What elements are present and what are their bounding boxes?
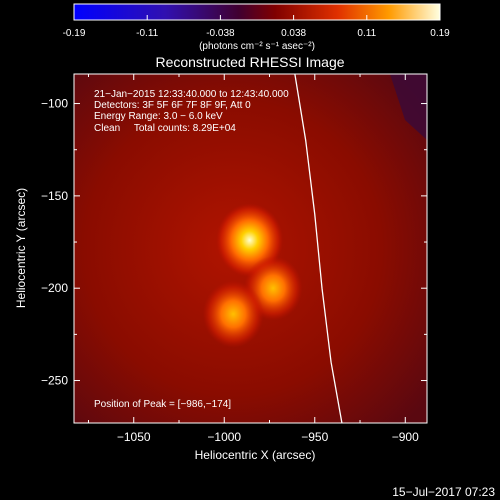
y-tick-label: −250 — [41, 374, 68, 388]
info-line-4: Clean Total counts: 8.29E+04 — [94, 123, 236, 134]
x-tick-label: −950 — [301, 430, 328, 444]
x-tick-label: −900 — [392, 430, 419, 444]
colorbar-tick-label: 0.19 — [430, 28, 450, 39]
axes: −1050 −1000 −950 −900 −100 −150 −200 −250 — [41, 74, 427, 444]
x-axis-label: Heliocentric X (arcsec) — [195, 448, 316, 462]
colorbar-units: (photons cm⁻² s⁻¹ asec⁻²) — [199, 41, 315, 52]
y-tick-label: −100 — [41, 97, 68, 111]
x-tick-label: −1000 — [207, 430, 241, 444]
colorbar-tick-label: 0.11 — [357, 28, 376, 39]
colorbar-ticks: -0.19 -0.11 -0.038 0.038 0.11 0.19 — [63, 15, 450, 39]
peak-position: Position of Peak = [−986,−174] — [94, 399, 231, 410]
info-line-2: Detectors: 3F 5F 6F 7F 8F 9F, Att 0 — [94, 100, 251, 111]
y-tick-label: −150 — [41, 189, 68, 203]
x-tick-label: −1050 — [117, 430, 151, 444]
colorbar — [73, 3, 441, 21]
footer-date: 15−Jul−2017 07:23 — [392, 485, 495, 499]
solar-limb-line — [294, 74, 343, 423]
colorbar-tick-label: -0.19 — [63, 28, 86, 39]
chart-title: Reconstructed RHESSI Image — [155, 54, 344, 70]
colorbar-tick-label: 0.038 — [281, 28, 306, 39]
emission-source — [202, 280, 264, 348]
colorbar-tick-label: -0.038 — [206, 28, 235, 39]
info-line-1: 21−Jan−2015 12:33:40.000 to 12:43:40.000 — [94, 89, 289, 100]
y-axis-label: Heliocentric Y (arcsec) — [14, 188, 28, 308]
y-tick-label: −200 — [41, 281, 68, 295]
plot-frame — [73, 73, 428, 424]
info-line-3: Energy Range: 3.0 − 6.0 keV — [94, 111, 223, 122]
image-area — [74, 74, 427, 423]
colorbar-tick-label: -0.11 — [136, 28, 158, 39]
sources-group — [202, 203, 303, 348]
